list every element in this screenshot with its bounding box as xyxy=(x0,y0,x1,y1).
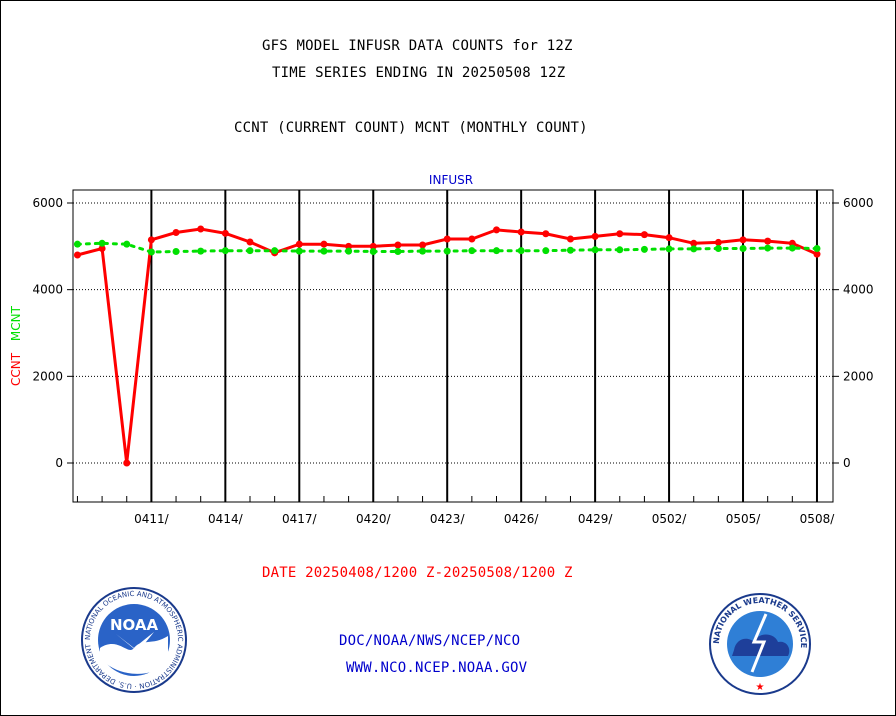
y-tick-label-left: 4000 xyxy=(32,283,63,297)
y-label-ccnt: CCNT xyxy=(9,352,23,386)
data-point-ccnt xyxy=(369,242,377,250)
data-point-ccnt xyxy=(591,232,599,240)
data-point-mcnt xyxy=(517,247,525,255)
y-tick-label-left: 6000 xyxy=(32,196,63,210)
svg-text:CCNT MCNT: CCNT MCNT xyxy=(9,305,23,386)
data-point-mcnt xyxy=(246,247,254,255)
x-tick-label: 0505/ xyxy=(726,512,762,526)
data-point-mcnt xyxy=(271,247,279,255)
y-tick-label-left: 2000 xyxy=(32,369,63,383)
data-point-ccnt xyxy=(197,225,205,233)
y-tick-label-right: 6000 xyxy=(843,196,874,210)
data-point-mcnt xyxy=(172,248,180,256)
data-point-mcnt xyxy=(542,247,550,255)
nws-logo: NATIONAL WEATHER SERVICE ★ xyxy=(709,593,811,695)
data-point-ccnt xyxy=(813,250,821,258)
x-tick-label: 0508/ xyxy=(800,512,836,526)
data-point-mcnt xyxy=(197,247,205,255)
data-point-ccnt xyxy=(123,459,131,467)
data-point-mcnt xyxy=(73,240,81,248)
y-label-mcnt: MCNT xyxy=(9,305,23,341)
data-point-ccnt xyxy=(147,236,155,244)
data-point-ccnt xyxy=(98,245,106,252)
data-point-mcnt xyxy=(147,248,155,256)
data-point-mcnt xyxy=(123,240,131,248)
data-point-ccnt xyxy=(443,235,451,243)
url-label[interactable]: WWW.NCO.NCEP.NOAA.GOV xyxy=(346,660,528,676)
y-tick-label-left: 0 xyxy=(55,456,63,470)
chart-title-line2: TIME SERIES ENDING IN 20250508 12Z xyxy=(272,65,566,81)
data-point-mcnt xyxy=(221,247,229,255)
data-point-mcnt xyxy=(591,246,599,254)
data-point-mcnt xyxy=(616,246,624,254)
data-point-mcnt xyxy=(714,245,722,252)
data-point-mcnt xyxy=(468,247,476,255)
data-point-ccnt xyxy=(640,231,648,239)
data-point-ccnt xyxy=(517,228,525,236)
noaa-logo-text: NOAA xyxy=(110,616,159,634)
org-label: DOC/NOAA/NWS/NCEP/NCO xyxy=(339,633,521,649)
data-point-mcnt xyxy=(788,244,796,252)
data-point-mcnt xyxy=(295,247,303,255)
data-point-ccnt xyxy=(493,226,501,234)
data-point-mcnt xyxy=(739,245,747,252)
data-point-ccnt xyxy=(665,234,673,242)
date-range-label: DATE 20250408/1200 Z-20250508/1200 Z xyxy=(262,565,573,581)
data-point-ccnt xyxy=(172,228,180,236)
data-point-mcnt xyxy=(764,244,772,252)
data-point-ccnt xyxy=(419,241,427,249)
plot-area-border xyxy=(72,189,834,503)
data-point-mcnt xyxy=(690,245,698,253)
data-point-mcnt xyxy=(394,248,402,256)
data-point-ccnt xyxy=(394,241,402,249)
x-tick-label: 0426/ xyxy=(504,512,540,526)
data-point-ccnt xyxy=(739,236,747,244)
x-tick-label: 0429/ xyxy=(578,512,614,526)
y-tick-label-right: 4000 xyxy=(843,283,874,297)
data-point-ccnt xyxy=(320,240,328,248)
data-point-ccnt xyxy=(221,229,229,237)
data-point-ccnt xyxy=(616,230,624,238)
x-tick-label: 0417/ xyxy=(282,512,318,526)
data-point-ccnt xyxy=(764,237,772,245)
noaa-logo: NATIONAL OCEANIC AND ATMOSPHERIC ADMINIS… xyxy=(80,586,187,693)
data-point-mcnt xyxy=(443,247,451,255)
star-icon: ★ xyxy=(756,682,765,693)
data-point-mcnt xyxy=(320,247,328,255)
data-point-ccnt xyxy=(714,238,722,246)
y-tick-label-right: 2000 xyxy=(843,369,874,383)
x-tick-label: 0414/ xyxy=(208,512,244,526)
data-point-mcnt xyxy=(813,245,821,252)
plot-title: INFUSR xyxy=(429,173,473,187)
chart-title-line1: GFS MODEL INFUSR DATA COUNTS for 12Z xyxy=(262,38,573,54)
data-point-ccnt xyxy=(542,230,550,238)
y-tick-label-right: 0 xyxy=(843,456,851,470)
x-tick-label: 0420/ xyxy=(356,512,392,526)
data-point-ccnt xyxy=(468,235,476,243)
data-point-ccnt xyxy=(246,238,254,246)
data-point-mcnt xyxy=(665,245,673,253)
data-point-mcnt xyxy=(566,246,574,254)
data-point-mcnt xyxy=(345,247,353,255)
data-point-ccnt xyxy=(295,240,303,248)
data-point-ccnt xyxy=(73,251,81,259)
x-tick-label: 0411/ xyxy=(134,512,170,526)
data-point-ccnt xyxy=(566,235,574,243)
x-tick-label: 0502/ xyxy=(652,512,688,526)
data-point-mcnt xyxy=(419,247,427,255)
data-point-mcnt xyxy=(493,247,501,255)
chart-subtitle: CCNT (CURRENT COUNT) MCNT (MONTHLY COUNT… xyxy=(234,120,588,136)
data-point-mcnt xyxy=(640,245,648,253)
data-point-mcnt xyxy=(369,248,377,256)
data-point-ccnt xyxy=(690,239,698,247)
x-tick-label: 0423/ xyxy=(430,512,466,526)
data-point-mcnt xyxy=(98,239,106,247)
